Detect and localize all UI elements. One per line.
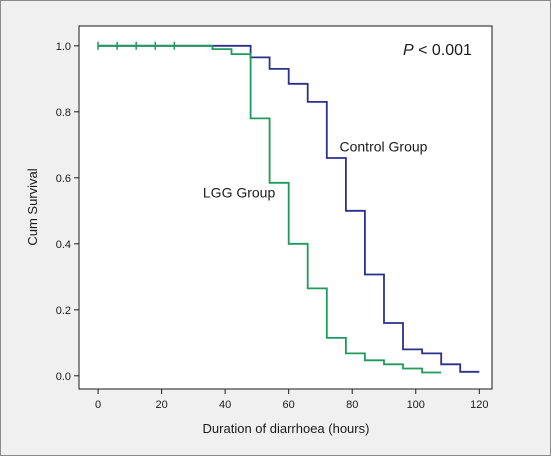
series-line-control-group (98, 44, 480, 373)
p-value-label: P < 0.001 (403, 42, 472, 59)
p-value-symbol: P (403, 42, 414, 59)
x-tick-label: 40 (219, 399, 231, 411)
x-tick-label: 20 (155, 399, 167, 411)
x-tick-label: 0 (95, 399, 101, 411)
series-layer (97, 41, 480, 374)
y-tick-label: 0.0 (56, 371, 71, 383)
y-tick-label: 0.8 (56, 107, 71, 119)
series-line-lgg-group (98, 44, 442, 374)
x-tick-label: 120 (470, 399, 488, 411)
annotation-control-group: Control Group (340, 138, 428, 154)
p-value-text: < 0.001 (414, 42, 472, 59)
tick-layer: 0 20 40 60 80 100 120 0.0 0.2 0.4 0.6 0.8 1.0 (56, 41, 489, 411)
y-tick-label: 0.6 (56, 173, 71, 185)
annotation-lgg-group: LGG Group (203, 185, 276, 201)
x-axis-title: Duration of diarrhoea (hours) (203, 421, 370, 436)
x-tick-label: 100 (407, 399, 425, 411)
x-tick-label: 60 (283, 399, 295, 411)
plot-area (78, 25, 493, 390)
y-axis-title: Cum Survival (25, 168, 40, 245)
y-tick-label: 1.0 (56, 41, 71, 53)
x-tick-label: 80 (346, 399, 358, 411)
y-tick-label: 0.4 (56, 239, 71, 251)
y-tick-label: 0.2 (56, 305, 71, 317)
